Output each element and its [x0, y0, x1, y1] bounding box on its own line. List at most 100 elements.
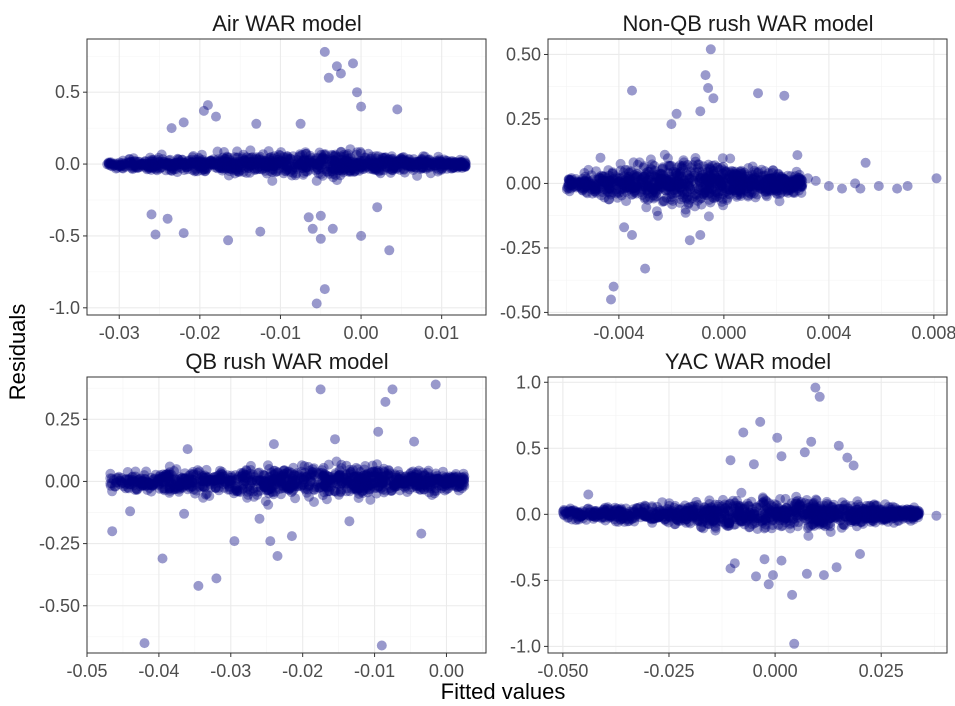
data-point: [382, 156, 393, 167]
data-point: [215, 155, 226, 166]
data-point: [386, 154, 397, 165]
data-point: [332, 160, 342, 170]
data-point: [174, 158, 185, 169]
data-point: [242, 158, 253, 169]
data-point: [226, 158, 237, 169]
data-point: [172, 158, 183, 168]
data-point: [719, 508, 730, 519]
data-point: [182, 156, 193, 167]
data-point: [408, 165, 419, 175]
data-point: [264, 157, 275, 168]
data-point: [691, 502, 702, 513]
data-point: [144, 161, 155, 172]
data-point: [317, 159, 328, 170]
data-point: [282, 164, 293, 175]
data-point: [448, 162, 459, 173]
data-point: [336, 146, 346, 157]
data-point: [367, 161, 378, 172]
data-point: [417, 156, 428, 166]
data-point: [355, 156, 365, 166]
data-point: [193, 152, 204, 163]
data-point: [405, 161, 416, 172]
data-point: [199, 159, 210, 170]
data-point-outlier: [595, 152, 606, 163]
data-point: [304, 157, 314, 168]
data-point: [435, 156, 446, 167]
data-point: [440, 155, 451, 166]
data-point: [298, 163, 308, 174]
data-point: [374, 166, 384, 177]
data-point: [324, 158, 335, 169]
data-point: [234, 159, 245, 170]
data-point: [166, 165, 177, 176]
data-point-outlier: [873, 181, 884, 191]
data-point: [155, 160, 166, 171]
data-point-outlier: [823, 181, 834, 191]
facet-panels: -0.03 -0.02 -0.01 0.00 0.01-1.0-0.50.00.5Air…: [39, 11, 955, 681]
data-point-outlier: [311, 298, 322, 309]
data-point: [338, 167, 349, 178]
data-point: [440, 160, 451, 171]
data-point: [211, 156, 222, 166]
data-point: [172, 153, 183, 164]
data-point: [413, 160, 423, 171]
data-point: [207, 159, 218, 170]
data-point: [385, 167, 396, 178]
data-point: [292, 154, 303, 165]
data-point: [316, 156, 327, 167]
data-point: [299, 471, 310, 481]
data-point: [148, 158, 158, 169]
data-point: [213, 161, 224, 172]
data-point-outlier: [150, 229, 161, 240]
data-point: [268, 161, 279, 172]
data-point: [318, 149, 329, 160]
data-point: [118, 163, 128, 174]
data-point-outlier: [792, 150, 803, 161]
data-point: [186, 157, 197, 168]
data-point: [222, 156, 233, 167]
data-point: [439, 154, 450, 165]
y-tick-label: -1.0: [510, 636, 541, 656]
data-point: [219, 159, 230, 170]
data-point: [271, 166, 282, 177]
data-point: [326, 149, 337, 160]
data-point: [132, 162, 143, 173]
data-point: [363, 156, 374, 167]
data-point: [223, 170, 234, 181]
data-point: [415, 156, 426, 167]
data-point: [200, 166, 211, 176]
data-point: [314, 147, 325, 158]
data-point: [330, 170, 341, 180]
data-point: [389, 161, 400, 172]
data-point: [356, 162, 367, 172]
data-point: [450, 159, 461, 170]
data-point: [335, 151, 346, 162]
data-point: [369, 163, 380, 174]
data-point: [457, 158, 467, 169]
data-point-outlier: [892, 183, 903, 194]
data-point: [224, 166, 235, 177]
x-tick-label: -0.03: [99, 323, 140, 343]
data-point: [345, 144, 356, 155]
data-point: [460, 158, 471, 169]
data-point: [304, 154, 315, 165]
data-point: [430, 160, 441, 171]
data-point: [105, 157, 116, 168]
data-point: [381, 161, 392, 172]
data-point: [309, 497, 319, 507]
data-point: [767, 520, 778, 530]
data-point: [229, 162, 240, 173]
data-point-outlier: [254, 513, 265, 524]
data-point-outlier: [323, 72, 334, 83]
data-point: [246, 157, 257, 167]
data-point-outlier: [814, 391, 825, 402]
data-point: [437, 159, 447, 170]
data-point: [251, 157, 262, 168]
data-point: [273, 165, 284, 176]
data-point: [335, 469, 345, 480]
data-point: [143, 162, 154, 173]
data-point: [390, 158, 401, 168]
data-point: [689, 201, 700, 212]
data-point: [747, 510, 757, 520]
data-point: [268, 476, 279, 487]
